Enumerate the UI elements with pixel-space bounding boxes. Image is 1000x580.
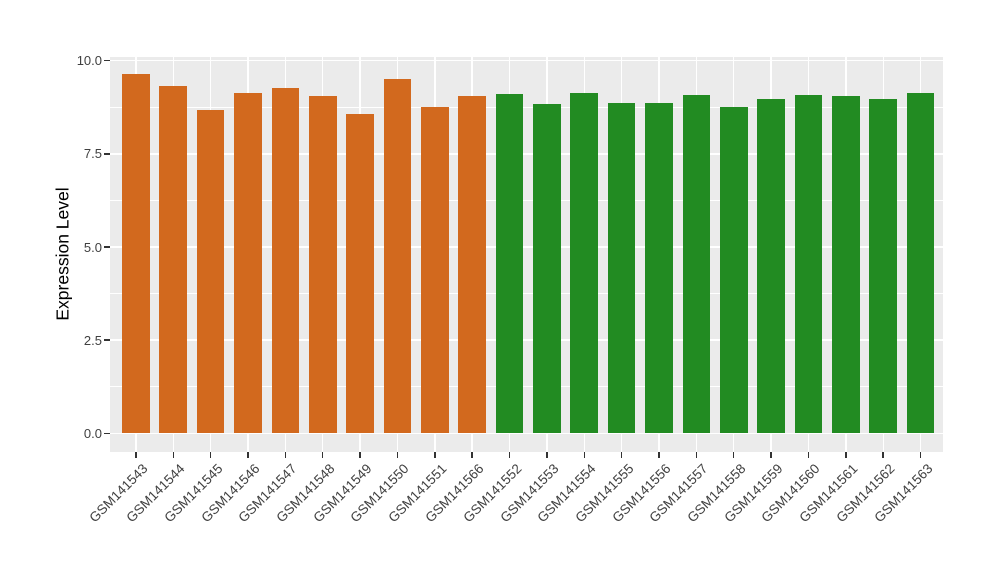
gridline-major-horizontal <box>110 246 943 248</box>
gridline-major-horizontal <box>110 60 943 62</box>
bar-gsm141544 <box>159 85 188 434</box>
x-tick-mark <box>807 452 810 458</box>
bar-gsm141545 <box>196 109 225 434</box>
x-tick-mark <box>247 452 249 458</box>
bar-gsm141547 <box>271 87 300 434</box>
bar-gsm141563 <box>906 93 935 434</box>
x-tick-mark <box>284 452 287 458</box>
x-tick-mark <box>620 452 623 458</box>
bar-gsm141560 <box>794 95 823 434</box>
y-tick-mark <box>104 432 110 435</box>
x-tick-mark <box>546 452 548 458</box>
x-tick-mark <box>508 452 511 458</box>
y-tick-mark <box>104 246 110 248</box>
x-tick-mark <box>434 452 436 458</box>
bar-gsm141548 <box>308 96 337 434</box>
bar-gsm141543 <box>122 74 150 434</box>
y-tick-mark <box>104 339 110 341</box>
x-tick-mark <box>658 452 660 458</box>
bar-gsm141566 <box>458 96 486 434</box>
bar-gsm141561 <box>832 96 860 434</box>
x-tick-mark <box>396 452 399 458</box>
bar-gsm141553 <box>533 103 561 434</box>
x-tick-mark <box>882 452 884 458</box>
gridline-major-horizontal <box>110 432 943 434</box>
x-tick-mark <box>135 452 137 458</box>
bar-gsm141556 <box>645 102 673 434</box>
gridline-major-horizontal <box>110 339 943 341</box>
bar-gsm141555 <box>607 102 636 434</box>
bar-gsm141554 <box>570 92 599 434</box>
bar-gsm141562 <box>869 98 897 434</box>
x-tick-mark <box>845 452 847 458</box>
y-tick-mark <box>104 153 110 155</box>
y-tick-mark <box>104 59 110 62</box>
x-tick-mark <box>583 452 586 458</box>
y-tick-label: 5.0 <box>83 239 102 255</box>
gridline-minor-horizontal <box>110 386 943 388</box>
y-tick-label: 7.5 <box>83 146 102 162</box>
x-tick-mark <box>919 452 922 458</box>
bar-gsm141551 <box>421 106 449 434</box>
bar-gsm141557 <box>682 95 711 434</box>
x-tick-mark <box>172 452 174 458</box>
bar-gsm141550 <box>383 79 412 434</box>
x-tick-mark <box>770 452 772 458</box>
x-tick-mark <box>471 452 473 458</box>
x-tick-mark <box>732 452 735 458</box>
bar-gsm141549 <box>346 113 374 434</box>
gridline-major-horizontal <box>110 153 943 155</box>
x-tick-mark <box>695 452 698 458</box>
y-tick-label: 10.0 <box>76 53 102 69</box>
y-tick-label: 2.5 <box>83 332 102 348</box>
x-tick-mark <box>359 452 361 458</box>
gridline-minor-horizontal <box>110 106 943 108</box>
bar-gsm141559 <box>757 99 785 434</box>
y-tick-label: 0.0 <box>83 425 102 441</box>
gridline-minor-horizontal <box>110 199 943 201</box>
bar-gsm141558 <box>719 106 748 434</box>
bar-gsm141546 <box>234 92 262 434</box>
gridline-minor-horizontal <box>110 293 943 295</box>
x-tick-mark <box>209 452 212 458</box>
plot-panel <box>110 57 943 452</box>
bar-gsm141552 <box>495 94 524 434</box>
x-tick-mark <box>321 452 324 458</box>
